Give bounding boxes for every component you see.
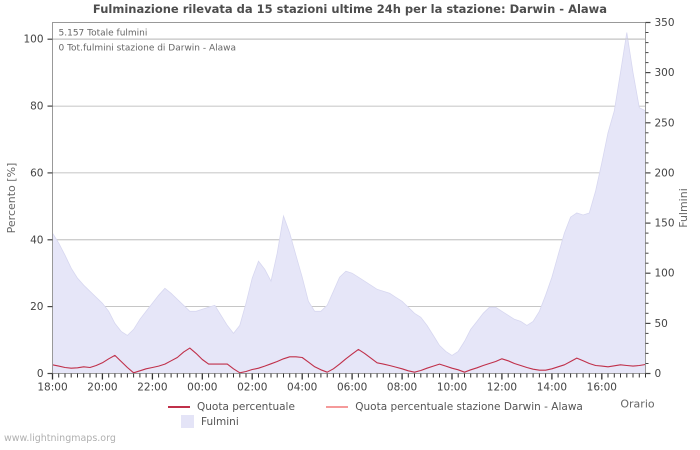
plot-frame xyxy=(52,22,646,374)
tick-label-right-axis: 300 xyxy=(655,67,675,79)
tick-label-right-axis: 150 xyxy=(655,218,675,230)
tick-label-left-axis: 40 xyxy=(30,234,43,246)
tick-label-x-axis: 18:00 xyxy=(37,382,67,394)
axis-title-right: Fulmini xyxy=(677,188,690,228)
tick-label-left-axis: 100 xyxy=(23,34,43,46)
legend-swatch-line xyxy=(168,405,190,408)
legend-item-quota-percentuale[interactable]: Quota percentuale xyxy=(168,401,295,413)
legend-item-quota-percentuale-stazione[interactable]: Quota percentuale stazione Darwin - Alaw… xyxy=(326,401,583,413)
tick-label-right-axis: 100 xyxy=(655,268,675,280)
annotation-total-fulmini: 5.157 Totale fulmini xyxy=(59,29,148,39)
legend-row-primary: Quota percentuale Quota percentuale staz… xyxy=(168,399,583,413)
tick-label-x-axis: 14:00 xyxy=(537,382,567,394)
line-series-quota-percentuale xyxy=(52,347,646,374)
annotation-station-fulmini: 0 Tot.fulmini stazione di Darwin - Alawa xyxy=(59,44,237,54)
footer-watermark: www.lightningmaps.org xyxy=(4,433,116,444)
tick-label-x-axis: 12:00 xyxy=(487,382,517,394)
axis-title-left: Percento [%] xyxy=(5,163,18,234)
legend-label-quota-percentuale-stazione: Quota percentuale stazione Darwin - Alaw… xyxy=(355,400,583,413)
area-series-fulmini xyxy=(52,32,646,374)
legend-swatch-line xyxy=(326,405,349,408)
tick-label-x-axis: 08:00 xyxy=(387,382,417,394)
axis-title-x: Orario xyxy=(620,398,655,411)
tick-label-right-axis: 0 xyxy=(655,368,662,380)
tick-label-x-axis: 22:00 xyxy=(137,382,167,394)
tick-label-left-axis: 80 xyxy=(30,101,43,113)
tick-label-right-axis: 200 xyxy=(655,167,675,179)
tick-label-x-axis: 20:00 xyxy=(87,382,117,394)
legend-row-secondary: Fulmini xyxy=(181,415,239,431)
legend-item-fulmini[interactable]: Fulmini xyxy=(181,415,239,428)
tick-label-right-axis: 50 xyxy=(655,318,668,330)
tick-label-x-axis: 16:00 xyxy=(587,382,617,394)
legend-label-quota-percentuale: Quota percentuale xyxy=(197,400,295,413)
tick-label-left-axis: 60 xyxy=(30,167,43,179)
tick-label-x-axis: 02:00 xyxy=(237,382,267,394)
tick-label-left-axis: 20 xyxy=(30,301,43,313)
chart-title: Fulminazione rilevata da 15 stazioni ult… xyxy=(92,2,608,16)
tick-label-right-axis: 350 xyxy=(655,17,675,29)
tick-label-x-axis: 00:00 xyxy=(187,382,217,394)
legend-swatch-box xyxy=(181,415,194,428)
tick-label-left-axis: 0 xyxy=(37,368,44,380)
tick-label-x-axis: 06:00 xyxy=(337,382,367,394)
tick-label-x-axis: 04:00 xyxy=(287,382,317,394)
tick-label-right-axis: 250 xyxy=(655,117,675,129)
tick-label-x-axis: 10:00 xyxy=(437,382,467,394)
legend-label-fulmini: Fulmini xyxy=(201,415,239,428)
